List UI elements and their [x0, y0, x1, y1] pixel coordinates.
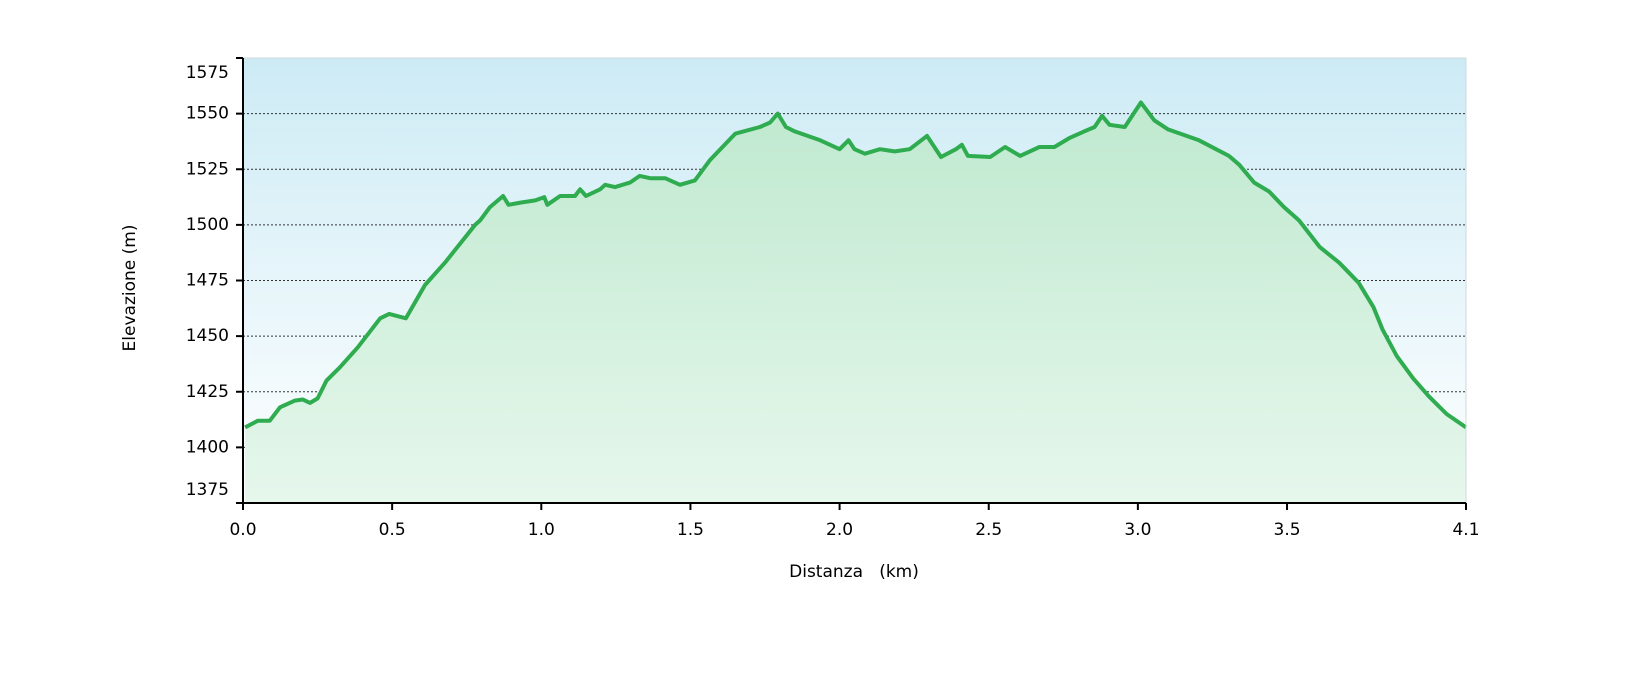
x-tick-label: 3.5 — [1274, 520, 1301, 540]
x-tick-label: 4.1 — [1452, 520, 1479, 540]
y-tick-label: 1400 — [186, 437, 229, 457]
x-tick-label: 3.0 — [1124, 520, 1151, 540]
x-tick-label: 2.0 — [826, 520, 853, 540]
y-tick-label: 1375 — [186, 480, 229, 500]
elevation-area — [245, 102, 1467, 503]
y-tick-label: 1425 — [186, 382, 229, 402]
y-tick-label: 1475 — [186, 271, 229, 291]
elevation-line — [244, 100, 1468, 430]
x-tick-label: 1.5 — [677, 520, 704, 540]
y-tick-label: 1525 — [186, 159, 229, 179]
x-tick-label: 1.0 — [528, 520, 555, 540]
x-axis-title: Distanza (km) — [789, 562, 919, 582]
x-tick-label: 0.0 — [229, 520, 256, 540]
y-tick-label: 1500 — [186, 215, 229, 235]
x-tick-label: 2.5 — [975, 520, 1002, 540]
y-tick-label: 1450 — [186, 326, 229, 346]
y-axis-title: Elevazione (m) — [120, 225, 140, 352]
y-tick-label: 1550 — [186, 104, 229, 124]
x-tick-label: 0.5 — [379, 520, 406, 540]
y-tick-label: 1575 — [186, 63, 229, 83]
